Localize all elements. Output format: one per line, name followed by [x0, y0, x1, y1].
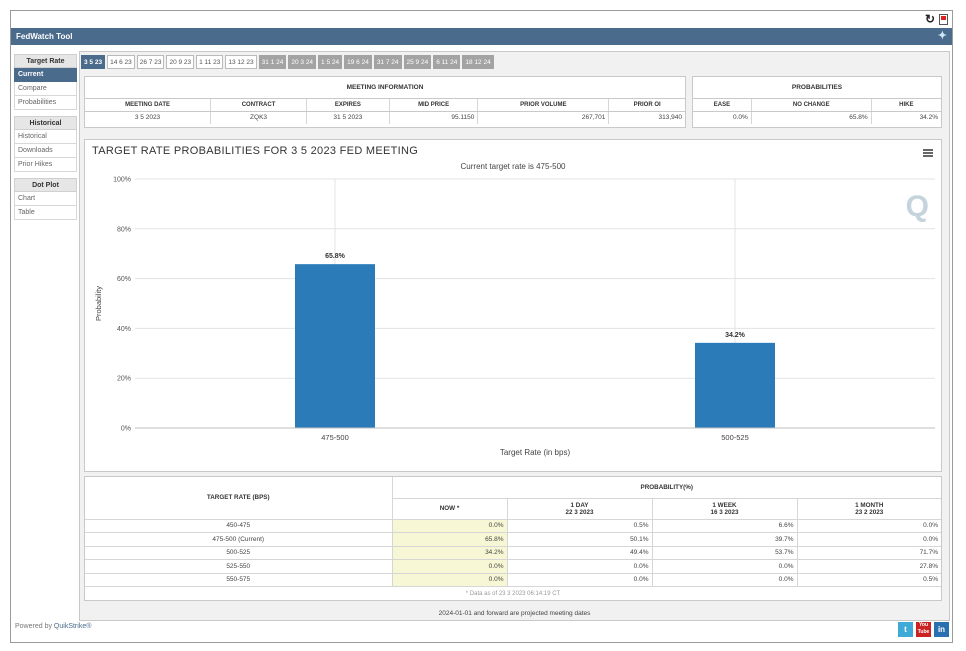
- y-tick-label: 80%: [117, 226, 131, 233]
- table-row: 475-500 (Current) 65.8% 50.1% 39.7% 0.0%: [85, 532, 941, 546]
- bar-data-label: 34.2%: [725, 332, 746, 339]
- probability-table-panel: TARGET RATE (BPS) PROBABILITY(%) NOW * 1…: [84, 476, 942, 601]
- chart-subtitle: Current target rate is 475-500: [460, 162, 566, 171]
- fedwatch-window: ↻ FedWatch Tool ✦ Target Rate Current Co…: [10, 10, 953, 643]
- meeting-information-panel: MEETING INFORMATION MEETING DATE CONTRAC…: [84, 76, 686, 128]
- sidebar-header-target-rate: Target Rate: [14, 54, 77, 68]
- table-row: 450-475 0.0% 0.5% 6.6% 0.0%: [85, 518, 941, 533]
- probability-bar-chart: 0% 20% 40% 60% 80% 100% 65.8% 475-500 34.2% 500-5…: [94, 177, 935, 457]
- column-header: CONTRACT: [210, 98, 307, 112]
- date-tab[interactable]: 1 11 23: [196, 55, 224, 69]
- y-tick-label: 60%: [117, 276, 131, 283]
- date-tab[interactable]: 18 12 24: [462, 55, 494, 69]
- probabilities-title: PROBABILITIES: [693, 77, 941, 99]
- sidebar-header-historical: Historical: [14, 116, 77, 130]
- bar-data-label: 65.8%: [325, 253, 346, 260]
- data-timestamp-note: * Data as of 23 3 2023 06:14:19 CT: [85, 586, 941, 600]
- date-tab[interactable]: 19 6 24: [344, 55, 372, 69]
- column-header: HIKE: [870, 98, 941, 112]
- now-column-header[interactable]: NOW *: [439, 505, 460, 512]
- mid-price-value: 95.1150: [388, 111, 478, 124]
- no-change-value: 65.8%: [750, 111, 872, 124]
- sidebar-item-compare[interactable]: Compare: [14, 82, 77, 96]
- date-tab[interactable]: 31 1 24: [258, 55, 287, 69]
- date-tab[interactable]: 31 7 24: [373, 55, 402, 69]
- date-tab[interactable]: 14 6 23: [107, 55, 135, 69]
- y-tick-label: 100%: [113, 177, 131, 184]
- y-tick-label: 0%: [121, 426, 131, 433]
- one-month-column-header: 1 MONTH 23 2 2023: [796, 498, 941, 519]
- date-tab[interactable]: 1 5 24: [318, 55, 343, 69]
- sidebar-item-chart[interactable]: Chart: [14, 192, 77, 206]
- main-content: 3 5 23 14 6 23 26 7 23 20 9 23 1 11 23 1…: [79, 51, 950, 621]
- sidebar-header-dot-plot: Dot Plot: [14, 178, 77, 192]
- quikstrike-link[interactable]: QuikStrike®: [53, 623, 92, 630]
- date-tab[interactable]: 26 7 23: [136, 55, 165, 69]
- y-axis-title: Probability: [94, 286, 103, 321]
- date-tab[interactable]: 20 9 23: [166, 55, 195, 69]
- prior-volume-value: 267,701: [477, 111, 609, 124]
- hamburger-menu-icon[interactable]: [923, 149, 933, 157]
- sidebar-item-probabilities[interactable]: Probabilities: [14, 96, 77, 110]
- date-tab[interactable]: 3 5 23: [81, 55, 106, 69]
- quikstrike-watermark-logo: Q: [905, 190, 929, 223]
- chart-title: TARGET RATE PROBABILITIES FOR 3 5 2023 F…: [92, 145, 419, 157]
- sidebar-item-downloads[interactable]: Downloads: [14, 144, 77, 158]
- meeting-date-value: 3 5 2023: [134, 114, 161, 122]
- date-tab[interactable]: 6 11 24: [433, 55, 461, 69]
- social-links: t You Tube in: [898, 622, 949, 637]
- one-day-column-header: 1 DAY 22 3 2023: [506, 498, 652, 519]
- prior-oi-value: 313,940: [608, 111, 685, 124]
- target-rate-header: TARGET RATE (BPS): [85, 477, 393, 519]
- hike-value: 34.2%: [870, 111, 941, 124]
- date-tab[interactable]: 25 9 24: [403, 55, 432, 69]
- column-header: EASE: [693, 98, 752, 112]
- expires-value: 31 5 2023: [306, 111, 390, 124]
- x-tick-label: 500-525: [721, 433, 749, 442]
- sidebar-item-current[interactable]: Current: [14, 68, 77, 82]
- column-header: NO CHANGE: [750, 98, 872, 112]
- app-title: FedWatch Tool: [16, 32, 73, 41]
- contract-value: ZQK3: [210, 111, 307, 124]
- y-tick-label: 40%: [117, 326, 131, 333]
- app-title-bar: FedWatch Tool ✦: [11, 28, 952, 45]
- column-header: MID PRICE: [388, 98, 478, 112]
- powered-by: Powered by QuikStrike®: [15, 623, 92, 630]
- sidebar-item-historical[interactable]: Historical: [14, 130, 77, 144]
- column-header: PRIOR VOLUME: [477, 98, 609, 112]
- pdf-icon[interactable]: [939, 14, 948, 25]
- top-toolbar: ↻: [11, 11, 952, 28]
- ease-value: 0.0%: [732, 114, 748, 122]
- table-row: 500-525 34.2% 49.4% 53.7% 71.7%: [85, 545, 941, 560]
- projected-dates-note: 2024-01-01 and forward are projected mee…: [438, 610, 591, 617]
- linkedin-icon[interactable]: in: [934, 622, 949, 637]
- column-header: MEETING DATE: [85, 98, 211, 112]
- meeting-date-tabs: 3 5 23 14 6 23 26 7 23 20 9 23 1 11 23 1…: [81, 55, 494, 69]
- twitter-bird-icon[interactable]: ✦: [937, 30, 947, 42]
- column-header: EXPIRES: [306, 98, 390, 112]
- chart-panel: 0% 20% 40% 60% 80% 100% 65.8% 475-500 34.2% 500-5…: [84, 139, 942, 472]
- y-tick-label: 20%: [117, 376, 131, 383]
- youtube-icon[interactable]: You Tube: [916, 622, 931, 637]
- date-tab[interactable]: 20 3 24: [288, 55, 317, 69]
- table-row: 550-575 0.0% 0.0% 0.0% 0.5%: [85, 572, 941, 587]
- one-week-column-header: 1 WEEK 16 3 2023: [651, 498, 797, 519]
- date-tab[interactable]: 13 12 23: [225, 55, 257, 69]
- probability-header: PROBABILITY(%): [392, 477, 941, 499]
- twitter-icon[interactable]: t: [898, 622, 913, 637]
- x-axis-title: Target Rate (in bps): [500, 448, 571, 457]
- sidebar: Target Rate Current Compare Probabilitie…: [14, 51, 77, 220]
- column-header: PRIOR OI: [608, 98, 685, 112]
- table-row: 525-550 0.0% 0.0% 0.0% 27.8%: [85, 559, 941, 573]
- sidebar-item-table[interactable]: Table: [14, 206, 77, 220]
- refresh-icon[interactable]: ↻: [924, 12, 935, 26]
- sidebar-item-prior-hikes[interactable]: Prior Hikes: [14, 158, 77, 172]
- probabilities-summary-panel: PROBABILITIES EASE NO CHANGE HIKE 0.0% 6…: [692, 76, 942, 128]
- meeting-information-title: MEETING INFORMATION: [85, 77, 685, 99]
- bar: [295, 264, 375, 428]
- bar: [695, 342, 775, 428]
- x-tick-label: 475-500: [321, 433, 349, 442]
